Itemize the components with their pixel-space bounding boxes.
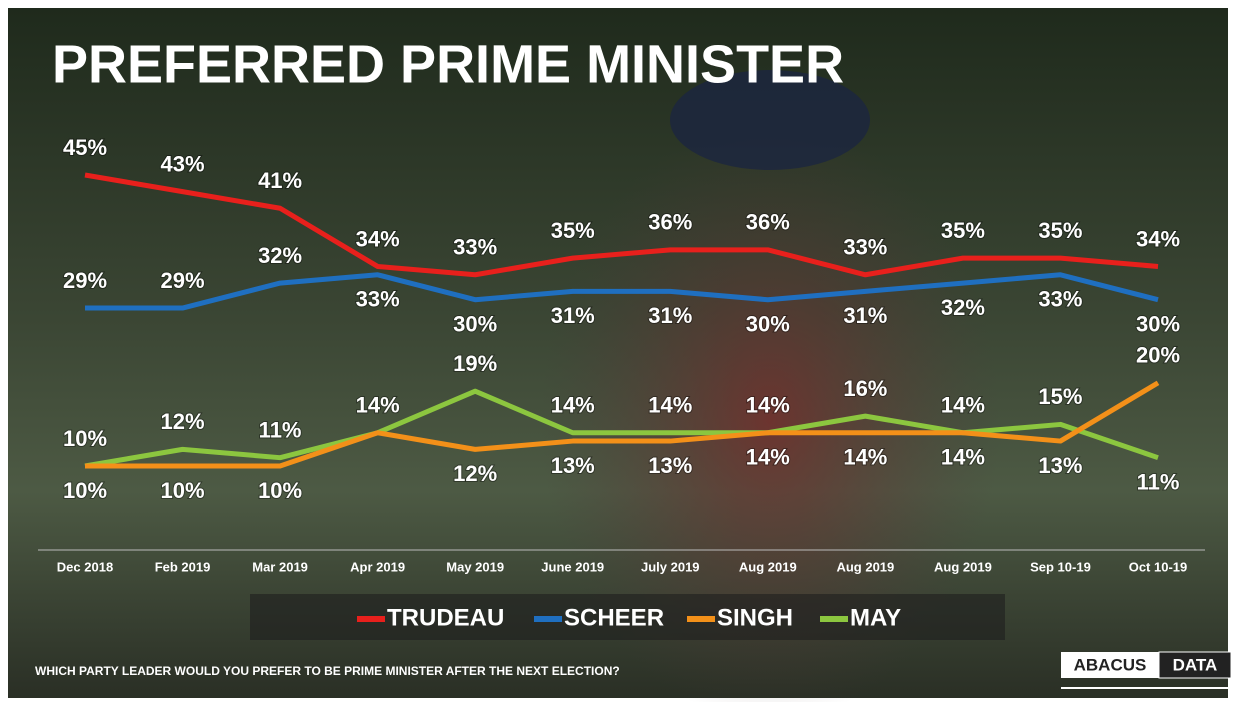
value-label: 10% (63, 478, 107, 503)
x-tick-label: Aug 2019 (739, 559, 797, 574)
value-label: 33% (453, 235, 497, 260)
legend-items: TRUDEAU SCHEER SINGH MAY (357, 604, 901, 631)
value-label: 29% (63, 268, 107, 293)
value-label: 10% (258, 478, 302, 503)
value-label: 35% (551, 218, 595, 243)
value-label: 35% (1038, 218, 1082, 243)
value-label: 12% (161, 409, 205, 434)
value-label: 14% (551, 393, 595, 418)
value-label: 12% (453, 461, 497, 486)
logo-box (1158, 651, 1232, 679)
value-label: 13% (551, 453, 595, 478)
logo-text: DATA (1173, 655, 1218, 674)
value-label: 13% (1038, 453, 1082, 478)
value-label: 41% (258, 168, 302, 193)
value-label: 15% (1038, 384, 1082, 409)
value-label: 33% (356, 287, 400, 312)
value-label: 30% (746, 312, 790, 337)
legend-label: SINGH (717, 604, 793, 631)
background-figure (540, 120, 1000, 702)
x-tick-label: Oct 10-19 (1129, 559, 1188, 574)
x-tick-label: July 2019 (641, 559, 700, 574)
series-line (85, 380, 1160, 469)
value-label: 20% (1136, 343, 1180, 368)
value-label: 14% (941, 445, 985, 470)
value-label: 14% (356, 393, 400, 418)
legend-label: TRUDEAU (387, 604, 504, 631)
value-label: 14% (843, 445, 887, 470)
x-tick-label: Dec 2018 (57, 559, 113, 574)
background-figure (670, 70, 870, 170)
value-label: 13% (648, 453, 692, 478)
value-label: 14% (941, 393, 985, 418)
value-label: 31% (551, 303, 595, 328)
x-tick-label: Sep 10-19 (1030, 559, 1091, 574)
x-tick-label: Aug 2019 (836, 559, 894, 574)
value-label: 10% (63, 426, 107, 451)
value-label: 14% (746, 445, 790, 470)
value-label: 35% (941, 218, 985, 243)
value-label: 34% (356, 226, 400, 251)
value-label: 11% (259, 417, 302, 442)
x-tick-label: Aug 2019 (934, 559, 992, 574)
logo-box (1061, 652, 1159, 678)
value-label: 36% (648, 210, 692, 235)
legend-label: MAY (850, 604, 901, 631)
chart-title: PREFERRED PRIME MINISTER (52, 34, 844, 94)
x-tick-label: Apr 2019 (350, 559, 405, 574)
series-line (84, 388, 1159, 469)
value-label: 33% (843, 235, 887, 260)
value-label: 45% (63, 135, 107, 160)
value-label: 30% (453, 312, 497, 337)
value-label: 36% (746, 210, 790, 235)
value-label: 34% (1136, 226, 1180, 251)
value-label: 31% (648, 303, 692, 328)
logo-text: ABACUS (1074, 655, 1147, 674)
value-label: 30% (1136, 312, 1180, 337)
x-tick-label: May 2019 (446, 559, 504, 574)
value-label: 11% (1137, 469, 1180, 494)
value-label: 32% (258, 243, 302, 268)
x-tick-label: Feb 2019 (155, 559, 211, 574)
value-label: 43% (161, 151, 205, 176)
value-label: 16% (843, 376, 887, 401)
value-label: 10% (161, 478, 205, 503)
value-label: 32% (941, 295, 985, 320)
value-label: 33% (1038, 287, 1082, 312)
value-label: 14% (648, 393, 692, 418)
value-label: 14% (746, 393, 790, 418)
legend-label: SCHEER (564, 604, 664, 631)
x-tick-label: Mar 2019 (252, 559, 308, 574)
value-label: 31% (843, 303, 887, 328)
footnote: WHICH PARTY LEADER WOULD YOU PREFER TO B… (35, 664, 620, 678)
value-label: 19% (453, 351, 497, 376)
value-label: 29% (161, 268, 205, 293)
series-line (84, 172, 1159, 278)
x-tick-label: June 2019 (541, 559, 604, 574)
series-line (85, 272, 1159, 311)
